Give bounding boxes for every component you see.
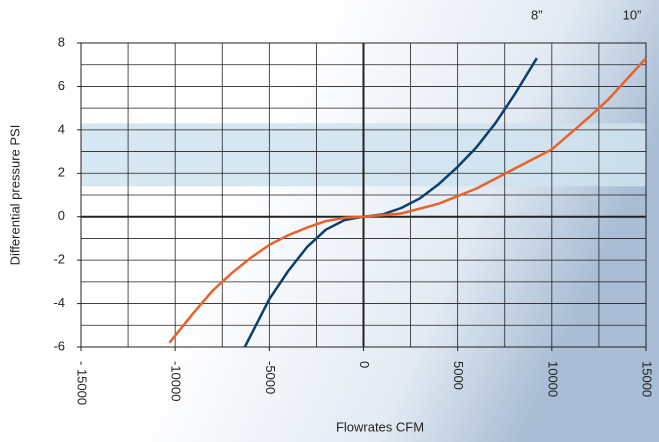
x-tick-label: 5000 [451, 361, 466, 390]
x-tick-label: 15000 [640, 361, 655, 397]
line-series [168, 57, 647, 344]
x-tick-label: 0 [357, 361, 372, 368]
legend-label: 8” [531, 7, 543, 22]
y-tick-label: -2 [53, 252, 65, 267]
y-axis-label: Differential pressure PSI [7, 125, 22, 266]
y-tick-label: 2 [58, 165, 65, 180]
y-tick-label: 8 [58, 34, 65, 49]
x-axis-label: Flowrates CFM [336, 419, 424, 434]
x-tick-label: 10000 [545, 361, 560, 397]
x-tick-label: - 15000 [75, 361, 90, 405]
y-tick-label: 4 [58, 121, 65, 136]
legend-label: 10” [623, 7, 642, 22]
y-tick-label: 0 [58, 208, 65, 223]
x-tick-label: -10000 [169, 361, 184, 401]
y-tick-label: -4 [53, 295, 65, 310]
x-tick-label: -5000 [263, 361, 278, 394]
y-tick-label: -6 [53, 338, 65, 353]
line-series [243, 57, 538, 348]
y-tick-label: 6 [58, 78, 65, 93]
